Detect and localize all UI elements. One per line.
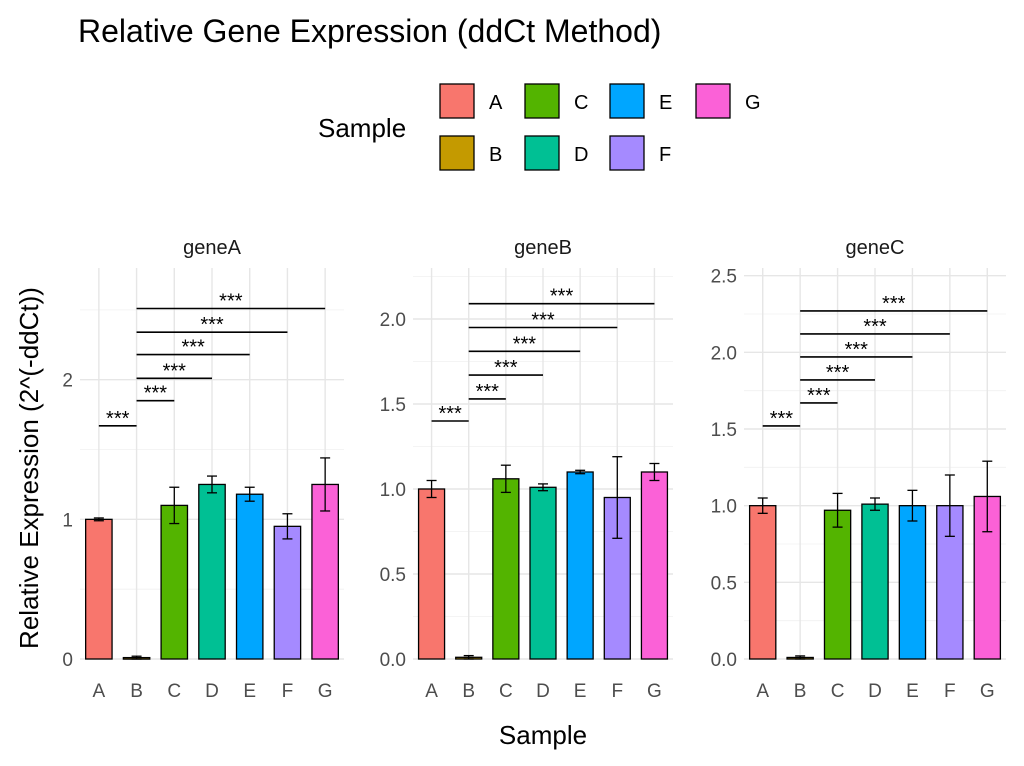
x-tick-label: C <box>499 681 513 702</box>
legend-label-e: E <box>659 92 672 114</box>
legend-label-b: B <box>489 144 502 166</box>
significance-label: *** <box>826 362 850 384</box>
y-tick-label: 0.0 <box>711 650 737 671</box>
legend-label-g: G <box>745 92 761 114</box>
bar-a <box>748 505 777 660</box>
legend-label-f: F <box>659 144 671 166</box>
legend-key-e <box>609 83 645 119</box>
legend-label-c: C <box>574 92 588 114</box>
facet-label: geneB <box>514 237 572 259</box>
x-tick-label: G <box>980 681 995 702</box>
bar-d <box>861 503 889 660</box>
legend-label-a: A <box>489 92 503 114</box>
significance-label: *** <box>531 310 555 332</box>
y-tick-label: 1.5 <box>380 395 406 416</box>
legend-key-c <box>524 83 560 119</box>
bar-c <box>492 478 520 660</box>
y-tick-label: 2.0 <box>380 310 406 331</box>
significance-label: *** <box>807 385 831 407</box>
legend-key-f <box>609 135 645 171</box>
x-tick-label: B <box>794 681 807 702</box>
significance-label: *** <box>494 357 518 379</box>
significance-label: *** <box>882 293 906 315</box>
y-tick-label: 2.5 <box>711 267 737 288</box>
y-tick-label: 2 <box>62 371 73 392</box>
x-tick-label: B <box>462 681 475 702</box>
y-tick-label: 0 <box>62 650 73 671</box>
x-tick-label: A <box>425 681 438 702</box>
x-tick-label: E <box>243 681 256 702</box>
legend-label-d: D <box>574 144 588 166</box>
legend-key-g <box>695 83 731 119</box>
y-tick-label: 1.0 <box>380 480 406 501</box>
x-tick-label: A <box>756 681 769 702</box>
legend-title: Sample <box>318 113 406 143</box>
facet-label: geneA <box>183 237 241 259</box>
bar-e <box>566 471 594 660</box>
x-tick-label: D <box>868 681 882 702</box>
bar-f <box>273 525 302 660</box>
x-tick-label: F <box>282 681 294 702</box>
y-axis-title: Relative Expression (2^(-ddCt)) <box>14 287 44 649</box>
bar-e <box>235 493 264 660</box>
legend-key-b <box>439 135 475 171</box>
x-tick-label: G <box>318 681 333 702</box>
significance-label: *** <box>438 403 462 425</box>
bar-a <box>85 518 113 660</box>
bar-c <box>160 504 189 660</box>
bar-e <box>898 505 927 660</box>
significance-label: *** <box>476 381 500 403</box>
x-tick-label: D <box>536 681 550 702</box>
x-tick-label: C <box>167 681 181 702</box>
significance-label: *** <box>845 339 869 361</box>
significance-label: *** <box>106 408 130 430</box>
legend-key-d <box>524 135 560 171</box>
x-tick-label: E <box>906 681 919 702</box>
x-tick-label: A <box>93 681 106 702</box>
x-tick-label: C <box>831 681 845 702</box>
x-tick-label: B <box>130 681 143 702</box>
x-tick-label: F <box>611 681 623 702</box>
y-tick-label: 1.0 <box>711 497 737 518</box>
significance-label: *** <box>770 408 794 430</box>
x-tick-label: G <box>647 681 662 702</box>
bar-a <box>417 488 446 660</box>
x-tick-label: E <box>574 681 587 702</box>
significance-label: *** <box>863 316 887 338</box>
y-tick-label: 0.5 <box>380 565 406 586</box>
significance-label: *** <box>200 314 224 336</box>
y-tick-label: 0.0 <box>380 650 406 671</box>
legend: A C E G B D F <box>439 83 761 171</box>
y-tick-label: 1 <box>62 510 73 531</box>
bar-g <box>640 471 669 660</box>
y-tick-label: 2.0 <box>711 343 737 364</box>
bar-c <box>823 509 852 660</box>
significance-label: *** <box>219 290 243 312</box>
chart-title: Relative Gene Expression (ddCt Method) <box>78 13 661 49</box>
bar-d <box>529 486 557 660</box>
facet-label: geneC <box>846 237 905 259</box>
x-tick-label: F <box>944 681 956 702</box>
significance-label: *** <box>163 360 187 382</box>
legend-key-a <box>439 83 475 119</box>
significance-label: *** <box>144 383 168 405</box>
significance-label: *** <box>181 337 205 359</box>
bar-d <box>198 483 226 660</box>
x-tick-label: D <box>205 681 219 702</box>
x-axis-title: Sample <box>499 720 587 750</box>
significance-label: *** <box>513 333 537 355</box>
y-tick-label: 1.5 <box>711 420 737 441</box>
y-tick-label: 0.5 <box>711 573 737 594</box>
significance-label: *** <box>550 286 574 308</box>
